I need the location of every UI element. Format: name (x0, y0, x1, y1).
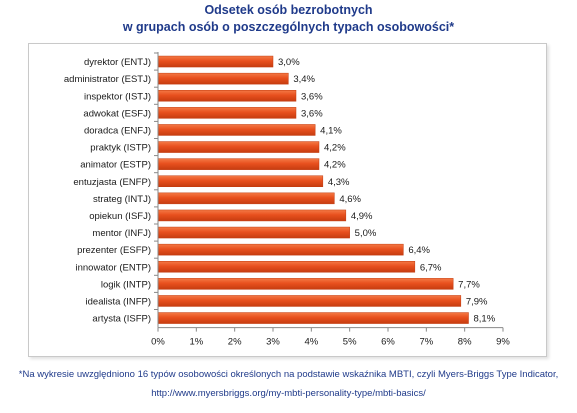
category-label: logik (INTP) (101, 279, 151, 290)
category-label: administrator (ESTJ) (64, 74, 151, 85)
category-label: idealista (INFP) (86, 296, 151, 307)
x-tick-label: 9% (496, 337, 510, 348)
x-tick-label: 2% (228, 337, 242, 348)
bar (157, 72, 289, 85)
category-label: strateg (INTJ) (93, 194, 151, 205)
footnote-text: *Na wykresie uwzględniono 16 typów osobo… (18, 369, 559, 380)
value-label: 3,6% (301, 91, 323, 102)
source-url[interactable]: http://www.myersbriggs.org/my-mbti-perso… (151, 388, 426, 399)
value-label: 7,7% (458, 279, 480, 290)
x-tick-label: 1% (189, 337, 203, 348)
bar (157, 243, 404, 256)
bar (157, 158, 320, 170)
value-label: 4,6% (339, 194, 361, 205)
bar (157, 141, 320, 153)
bar (157, 192, 335, 205)
bar-chart: dyrektor (ENTJ) 3,0% administrator (ESTJ) 3… (64, 52, 510, 348)
chart-area: dyrektor (ENTJ) 3,0% administrator (ESTJ) 3… (28, 43, 547, 357)
value-label: 6,7% (420, 262, 442, 273)
value-label: 4,2% (324, 160, 346, 171)
value-label: 3,0% (278, 57, 300, 68)
value-label: 4,1% (320, 125, 342, 136)
category-label: opiekun (ISFJ) (89, 211, 151, 222)
chart-title-line-1: Odsetek osób bezrobotnych (204, 3, 373, 17)
bar (157, 278, 454, 290)
value-label: 7,9% (466, 296, 488, 307)
x-tick-label: 6% (381, 337, 395, 348)
value-label: 5,0% (355, 228, 377, 239)
bar (157, 90, 297, 102)
bar (157, 209, 347, 222)
chart-title-line-2: w grupach osób o poszczególnych typach o… (122, 20, 455, 34)
value-label: 4,2% (324, 143, 346, 154)
value-label: 6,4% (408, 245, 430, 256)
value-label: 3,6% (301, 108, 323, 119)
category-label: entuzjasta (ENFP) (73, 177, 151, 188)
bar (157, 261, 416, 273)
value-label: 8,1% (474, 314, 496, 325)
bar (157, 226, 350, 239)
category-label: inspektor (ISTJ) (84, 91, 151, 102)
x-tick-label: 5% (343, 337, 357, 348)
bar (157, 107, 297, 119)
x-tick-label: 8% (458, 337, 472, 348)
category-label: dyrektor (ENTJ) (84, 57, 151, 68)
x-tick-label: 4% (304, 337, 318, 348)
value-label: 4,9% (351, 211, 373, 222)
bar (157, 295, 462, 307)
bar (157, 124, 316, 136)
category-label: praktyk (ISTP) (90, 143, 151, 154)
bar (157, 312, 469, 324)
category-label: doradca (ENFJ) (84, 125, 151, 136)
bar (157, 175, 324, 187)
x-tick-label: 3% (266, 337, 280, 348)
category-label: prezenter (ESFP) (77, 245, 151, 256)
category-label: mentor (INFJ) (92, 228, 151, 239)
category-label: innowator (ENTP) (76, 262, 152, 273)
category-label: artysta (ISFP) (92, 314, 151, 325)
category-label: adwokat (ESFJ) (83, 108, 151, 119)
value-label: 4,3% (328, 177, 350, 188)
x-tick-label: 0% (151, 337, 165, 348)
bar (157, 55, 274, 68)
category-label: animator (ESTP) (80, 160, 151, 171)
x-tick-label: 7% (419, 337, 433, 348)
value-label: 3,4% (293, 74, 315, 85)
